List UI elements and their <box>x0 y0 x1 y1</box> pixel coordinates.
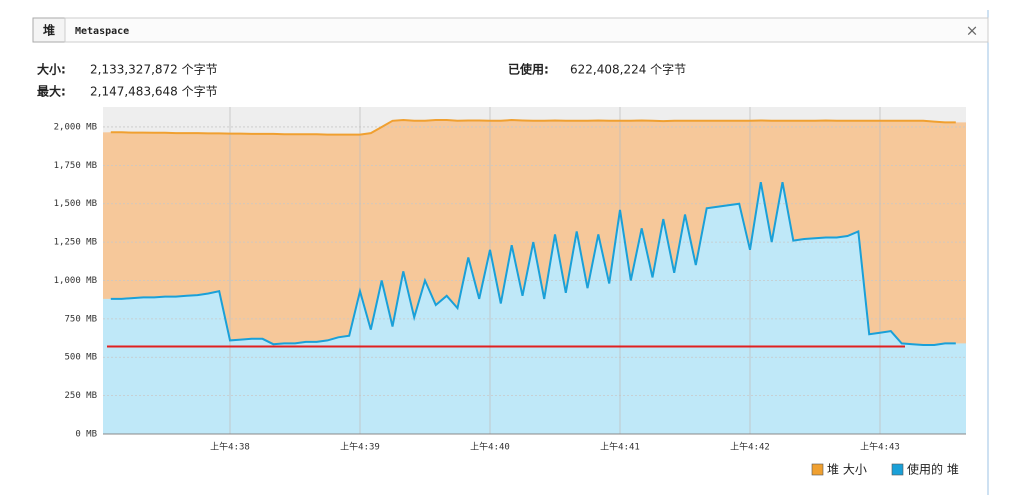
info-label: 已使用: <box>508 62 549 77</box>
series-line <box>110 182 956 346</box>
y-tick-label: 1,000 MB <box>54 276 97 286</box>
x-tick-label: 上午4:41 <box>600 441 640 453</box>
y-tick-label: 250 MB <box>64 391 97 401</box>
x-tick-label: 上午4:39 <box>340 441 380 453</box>
y-tick-label: 2,000 MB <box>54 122 97 132</box>
info-label: 大小: <box>37 62 66 77</box>
info-value: 2,147,483,648 个字节 <box>90 84 218 99</box>
y-tick-label: 1,750 MB <box>54 161 97 171</box>
y-tick-label: 0 MB <box>75 430 97 440</box>
tab[interactable]: 堆 <box>43 23 55 38</box>
legend-label: 使用的 堆 <box>907 462 959 477</box>
x-tick-label: 上午4:42 <box>730 441 770 453</box>
legend-label: 堆 大小 <box>827 463 867 477</box>
series-line <box>110 118 956 136</box>
close-button[interactable]: × <box>966 22 979 40</box>
info-value: 622,408,224 个字节 <box>570 62 686 77</box>
x-tick-label: 上午4:38 <box>210 441 250 453</box>
tab-bar <box>64 17 989 43</box>
y-tick-label: 1,500 MB <box>54 199 97 209</box>
y-tick-label: 1,250 MB <box>54 238 97 248</box>
y-tick-label: 500 MB <box>64 353 97 363</box>
legend-swatch <box>811 463 824 476</box>
x-tick-label: 上午4:40 <box>470 441 510 453</box>
x-tick-label: 上午4:43 <box>860 441 900 453</box>
info-label: 最大: <box>37 84 66 99</box>
y-tick-label: 750 MB <box>64 314 97 324</box>
info-value: 2,133,327,872 个字节 <box>90 62 218 77</box>
tab[interactable]: Metaspace <box>75 26 129 37</box>
legend-swatch <box>891 463 904 476</box>
